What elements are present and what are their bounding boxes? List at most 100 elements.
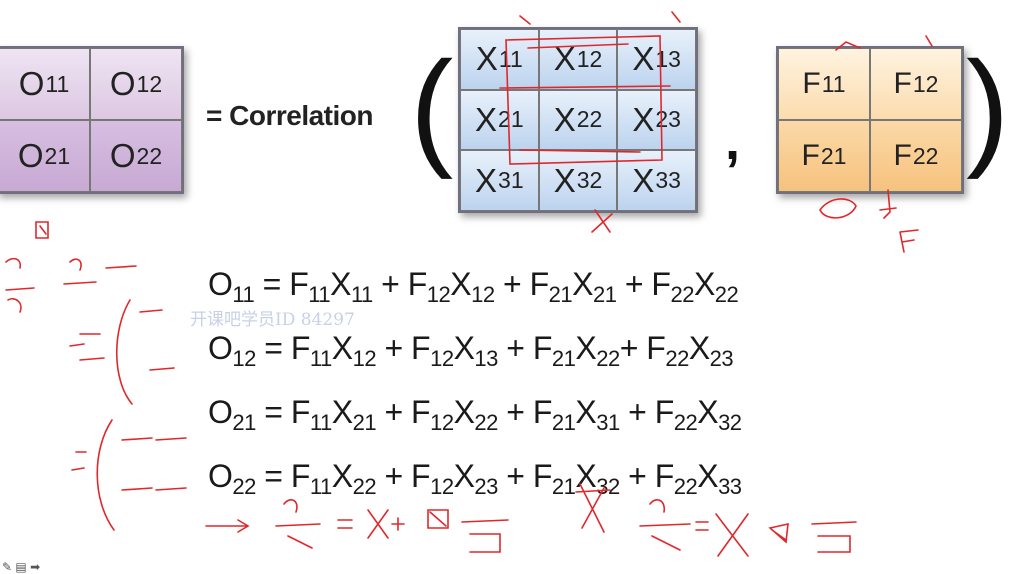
equation-subscript: 21 xyxy=(551,346,576,371)
equation-subscript: 23 xyxy=(709,346,734,371)
equation-term: + F xyxy=(619,394,674,430)
equation-subscript: 22 xyxy=(714,282,739,307)
equation-term: + F xyxy=(376,394,431,430)
cell-letter: X xyxy=(475,161,498,199)
cell-index: 22 xyxy=(136,142,163,169)
equation-term: X xyxy=(697,394,719,430)
cell-index: 22 xyxy=(912,142,939,169)
pen-icon[interactable]: ✎ xyxy=(2,560,13,574)
equation-subscript: 22 xyxy=(673,474,698,499)
cell-index: 22 xyxy=(576,106,603,133)
equation-term: O xyxy=(208,458,233,494)
equation-term: X xyxy=(331,458,353,494)
cell-letter: F xyxy=(893,139,912,172)
cell-index: 31 xyxy=(498,167,524,194)
equation-subscript: 22 xyxy=(673,410,698,435)
equation-term: + F xyxy=(376,330,431,366)
equation-subscript: 22 xyxy=(474,410,498,435)
page-icon[interactable]: ▤ xyxy=(15,560,27,574)
equation-term: + F xyxy=(497,458,552,494)
x-cell-31: X 31 xyxy=(460,150,539,211)
ink-left-curl xyxy=(5,257,82,313)
comma-separator: , xyxy=(725,111,741,171)
equation-subscript: 11 xyxy=(309,410,332,435)
equation-subscript: 21 xyxy=(548,282,573,307)
cell-index: 12 xyxy=(576,45,603,72)
cell-letter: X xyxy=(553,161,576,199)
equation-row: O21 = F11X21 + F12X22 + F21X31 + F22X32 xyxy=(208,380,742,444)
equation-term: + F xyxy=(372,266,427,302)
ink-arrow xyxy=(205,519,250,533)
equation-subscript: 11 xyxy=(309,346,332,371)
x-cell-21: X 21 xyxy=(460,89,539,151)
equation-subscript: 33 xyxy=(718,474,742,499)
equation-subscript: 11 xyxy=(308,282,331,307)
cell-letter: O xyxy=(17,137,44,174)
equation-subscript: 12 xyxy=(471,282,495,307)
equation-term: X xyxy=(575,394,597,430)
cell-letter: X xyxy=(475,40,498,78)
equation-term: X xyxy=(697,458,719,494)
cell-letter: X xyxy=(632,40,655,78)
ink-bottom-frac2 xyxy=(461,519,509,553)
equation-subscript: 22 xyxy=(665,346,689,371)
equation-subscript: 11 xyxy=(232,282,255,307)
equation-term: X xyxy=(450,266,472,302)
arrow-icon[interactable]: ➡ xyxy=(30,560,41,574)
equation-subscript: 12 xyxy=(430,346,454,371)
ink-bottom-eq2 xyxy=(695,521,709,531)
cell-index: 33 xyxy=(655,167,681,194)
cell-index: 23 xyxy=(655,106,681,133)
cell-index: 11 xyxy=(45,70,70,97)
watermark: 开课吧学员ID 84297 xyxy=(190,310,355,330)
cell-index: 21 xyxy=(44,142,71,169)
left-parenthesis: ( xyxy=(410,34,454,180)
o-cell-21: O 21 xyxy=(0,120,90,192)
ink-left-paren1 xyxy=(115,299,133,405)
f-cell-11: F 11 xyxy=(778,48,870,120)
equation-term: X xyxy=(688,330,710,366)
x-cell-11: X 11 xyxy=(460,29,539,90)
cell-letter: F xyxy=(893,67,912,100)
equation-term: = F xyxy=(255,458,310,494)
ink-box-outer xyxy=(505,35,663,165)
ink-bottom-frac1 xyxy=(275,499,321,549)
equation-term: + F xyxy=(619,458,674,494)
equation-term: X xyxy=(331,394,353,430)
equation-subscript: 11 xyxy=(350,282,373,307)
ink-bottom-frac3 xyxy=(639,499,691,551)
ink-bottom-frac4 xyxy=(811,521,857,553)
cell-index: 11 xyxy=(821,70,846,97)
equation-subscript: 21 xyxy=(232,410,256,435)
x-cell-13: X 13 xyxy=(617,29,696,90)
ink-ticks-f xyxy=(835,35,933,219)
cell-letter: X xyxy=(475,100,498,138)
equation-subscript: 12 xyxy=(352,346,377,371)
equation-subscript: 12 xyxy=(426,282,451,307)
equation-term: X xyxy=(453,330,475,366)
cell-index: 12 xyxy=(136,70,163,97)
equation-term: = F xyxy=(254,266,309,302)
equation-row: O11 = F11X11 + F12X12 + F21X21 + F22X22 xyxy=(208,252,742,316)
ink-bottom-box1 xyxy=(427,509,449,529)
o-cell-22: O 22 xyxy=(90,120,182,192)
equation-list: O11 = F11X11 + F12X12 + F21X21 + F22X22 O… xyxy=(208,252,742,508)
equation-term: + F xyxy=(494,266,549,302)
equation-subscript: 21 xyxy=(551,410,576,435)
correlation-label: = Correlation xyxy=(206,100,373,131)
equation-subscript: 31 xyxy=(596,410,620,435)
equation-term: X xyxy=(330,266,351,302)
o-cell-12: O 12 xyxy=(90,48,182,120)
cell-letter: X xyxy=(553,40,576,78)
player-toolbar[interactable]: ✎ ▤ ➡ xyxy=(2,560,40,574)
equation-term: X xyxy=(575,330,597,366)
equation-subscript: 12 xyxy=(430,474,454,499)
ink-bottom-eq xyxy=(337,519,353,529)
cell-letter: O xyxy=(109,137,136,174)
equation-subscript: 13 xyxy=(474,346,498,371)
o-cell-11: O 11 xyxy=(0,48,90,120)
cell-index: 12 xyxy=(912,70,939,97)
equation-term: + F xyxy=(497,330,552,366)
equation-term: + F xyxy=(376,458,431,494)
cell-index: 21 xyxy=(820,142,847,169)
